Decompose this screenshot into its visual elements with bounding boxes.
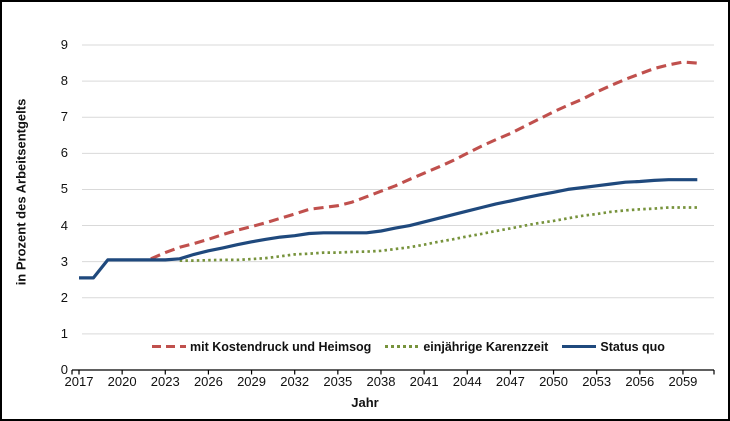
x-tick-label-2038: 2038 bbox=[366, 374, 396, 389]
x-tick-label-2032: 2032 bbox=[280, 374, 310, 389]
legend: mit Kostendruck und Heimsog einjährige K… bbox=[97, 338, 720, 355]
legend-label-kostendruck: mit Kostendruck und Heimsog bbox=[190, 339, 372, 354]
series-line-1-dotted bbox=[179, 206, 698, 262]
y-tick-label-4: 4 bbox=[60, 217, 68, 233]
x-tick-label-2017: 2017 bbox=[64, 374, 94, 389]
y-tick-label-5: 5 bbox=[60, 181, 68, 197]
x-tick-label-2035: 2035 bbox=[323, 374, 353, 389]
x-tick-label-2047: 2047 bbox=[495, 374, 525, 389]
y-tick-label-9: 9 bbox=[60, 37, 68, 52]
x-tick-label-2023: 2023 bbox=[150, 374, 180, 389]
legend-label-status-quo: Status quo bbox=[600, 339, 665, 354]
x-tick-label-2044: 2044 bbox=[452, 374, 482, 389]
x-tick-label-2059: 2059 bbox=[668, 374, 698, 389]
y-tick-label-7: 7 bbox=[60, 109, 68, 125]
legend-item-karenzzeit: einjährige Karenzzeit bbox=[385, 340, 548, 354]
x-tick-label-2026: 2026 bbox=[193, 374, 223, 389]
legend-item-kostendruck: mit Kostendruck und Heimsog bbox=[152, 340, 371, 354]
x-tick-label-2020: 2020 bbox=[107, 374, 137, 389]
y-axis-title: in Prozent des Arbeitsentgelts bbox=[13, 98, 29, 286]
series-line-0-dashed bbox=[150, 60, 698, 261]
series-line-2-solid bbox=[79, 178, 698, 280]
y-tick-label-0: 0 bbox=[60, 362, 68, 377]
x-tick-label-2053: 2053 bbox=[582, 374, 612, 389]
x-tick-label-2050: 2050 bbox=[539, 374, 568, 389]
y-tick-label-8: 8 bbox=[60, 73, 68, 89]
x-axis-title: Jahr bbox=[351, 395, 379, 410]
y-tick-label-1: 1 bbox=[60, 325, 68, 341]
dashed-line-swatch-icon bbox=[152, 345, 187, 348]
y-tick-label-2: 2 bbox=[60, 289, 68, 305]
dotted-line-swatch-icon bbox=[385, 345, 420, 348]
legend-label-karenzzeit: einjährige Karenzzeit bbox=[423, 339, 549, 354]
solid-line-swatch-icon bbox=[562, 345, 597, 348]
y-tick-label-3: 3 bbox=[60, 253, 68, 269]
legend-item-status-quo: Status quo bbox=[562, 340, 665, 354]
x-tick-label-2056: 2056 bbox=[625, 374, 655, 389]
x-tick-label-2041: 2041 bbox=[409, 374, 439, 389]
y-tick-label-6: 6 bbox=[60, 145, 68, 161]
x-tick-label-2029: 2029 bbox=[237, 374, 266, 389]
